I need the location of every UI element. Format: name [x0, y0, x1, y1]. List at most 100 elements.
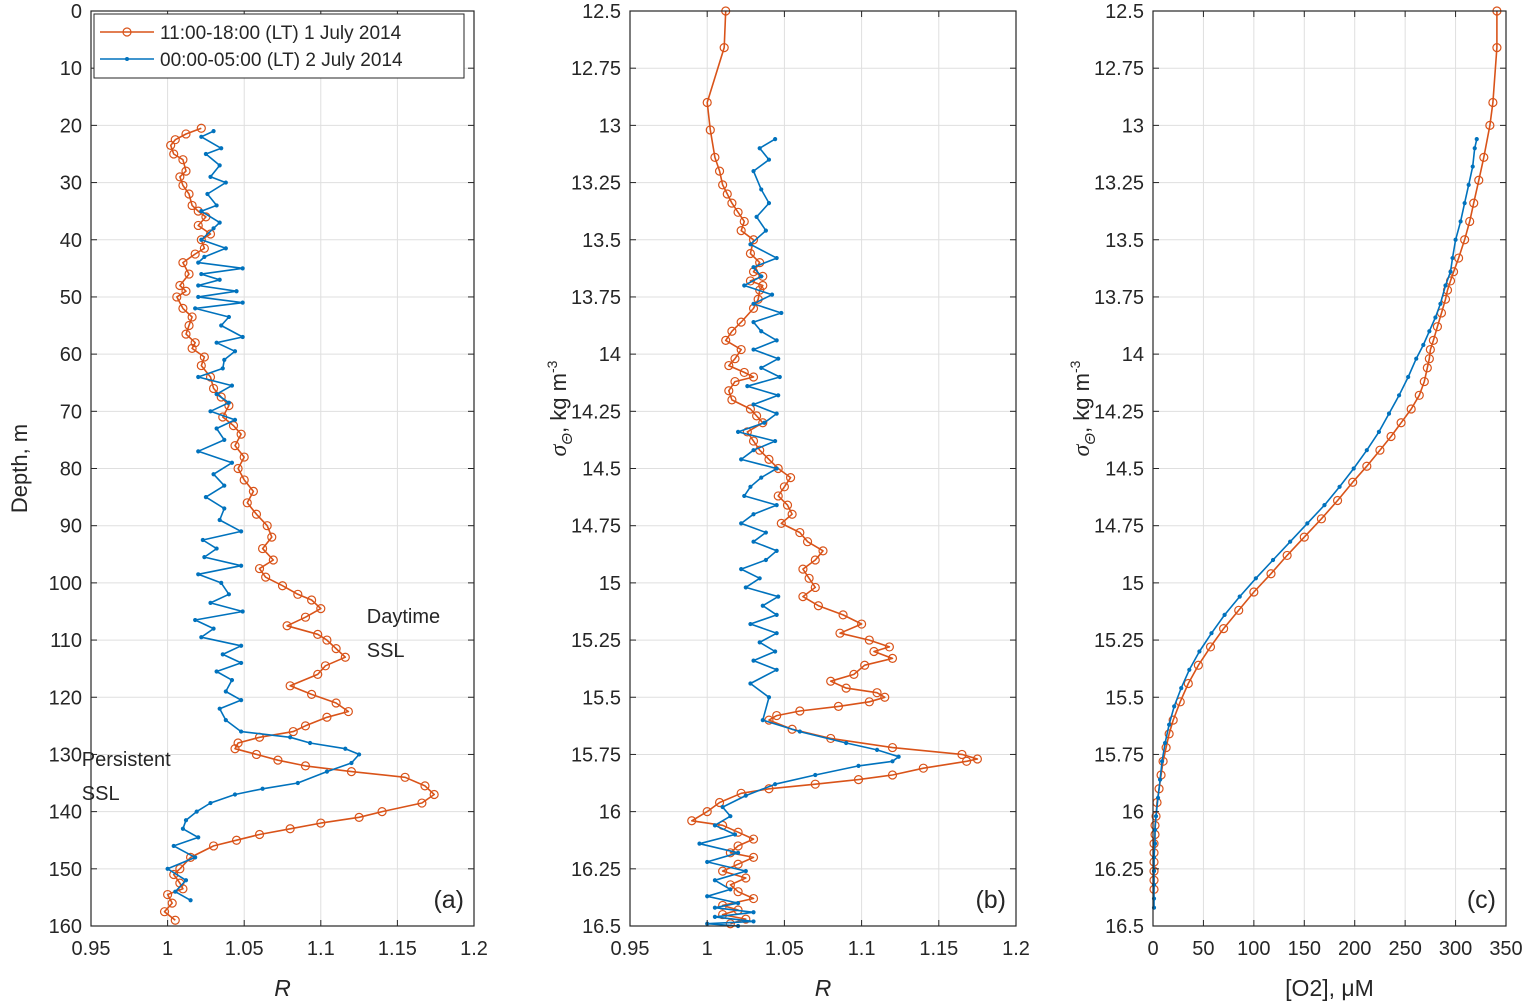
panel-c-x-tick-label: 50 [1192, 938, 1214, 960]
panel-b-point-day [748, 372, 759, 382]
panel-b-point-night [773, 782, 778, 787]
panel-b-point-night [773, 649, 778, 654]
panel-a-y-axis-label: Depth, m [7, 424, 32, 513]
panel-c-point-night [1453, 237, 1458, 242]
panel-a-point-night [214, 669, 219, 674]
panel-a-point-day [170, 135, 180, 145]
panel-b-point-day [772, 710, 782, 721]
panel-b-point-day [748, 893, 759, 904]
panel-c-point-night [1222, 612, 1227, 618]
panel-b-x-axis-label: R [815, 975, 832, 1001]
panel-b-point-night [751, 539, 756, 544]
panel-b-point-day [739, 216, 749, 227]
panel-b-point-day [972, 754, 983, 764]
panel-b-point-day [727, 326, 737, 336]
panel-a-point-day [196, 235, 206, 245]
legend-entry-label: 11:00-18:00 (LT) 1 July 2014 [160, 23, 402, 44]
panel-b-point-day [856, 619, 867, 629]
panel-a-point-day [181, 286, 191, 296]
panel-c-point-night [1376, 429, 1382, 435]
panel-c-point-night [1443, 283, 1448, 288]
panel-b-point-day [736, 344, 746, 355]
panel-b-point-night [777, 374, 782, 380]
panel-a-point-day [262, 521, 272, 531]
panel-b-point-day [719, 42, 729, 53]
panel-b-point-day [779, 482, 790, 492]
panel-c-y-tick-label: 15.75 [1094, 744, 1144, 766]
panel-a-point-day [175, 864, 185, 874]
panel-b-x-tick-label: 1.1 [848, 938, 876, 960]
panel-c-point-night [1159, 759, 1165, 764]
panel-c-point-day [1249, 587, 1259, 597]
panel-b-point-day [702, 97, 712, 108]
panel-b-point-night [774, 667, 779, 672]
panel-b-y-tick-label: 15 [599, 573, 621, 595]
panel-a-point-night [199, 635, 204, 640]
panel-c-point-night [1172, 704, 1177, 709]
panel-a-point-day [268, 555, 278, 565]
panel-c-y-tick-label: 13 [1122, 115, 1144, 137]
panel-c-point-day [1183, 678, 1193, 689]
panel-b-point-night [763, 557, 768, 563]
panel-c-panel-label: (c) [1467, 886, 1496, 914]
panel-a-point-night [219, 580, 224, 585]
panel-a-point-night [220, 652, 225, 657]
panel-a-point-night [214, 203, 219, 208]
panel-b-y-tick-label: 12.5 [582, 1, 621, 23]
panel-a-annotation: SSL [367, 640, 405, 662]
panel-b-point-night [697, 841, 702, 846]
panel-c-point-night [1448, 269, 1453, 274]
panel-b-point-night [735, 850, 741, 855]
panel-a-point-day [236, 429, 246, 439]
panel-a-point-night [205, 191, 210, 197]
panel-a-point-night [214, 340, 219, 345]
panel-b-point-night [766, 157, 772, 162]
panel-c-y-tick-label: 13.5 [1105, 230, 1144, 252]
panel-b-point-night [739, 457, 744, 462]
panel-c-y-tick-label: 14.75 [1094, 516, 1144, 538]
panel-a-y-tick-label: 70 [60, 401, 82, 423]
panel-b-point-night [759, 187, 764, 192]
panel-b-point-night [712, 823, 718, 828]
panel-a-y-tick-label: 60 [60, 344, 82, 366]
panel-a-point-day [169, 149, 179, 159]
panel-a-point-day [288, 726, 298, 737]
panel-c-point-day [1474, 175, 1484, 185]
panel-a-point-day [251, 509, 262, 519]
panel-b-point-day [725, 919, 735, 929]
panel-a-x-tick-label: 1 [162, 938, 173, 960]
panel-b-point-day [702, 807, 712, 817]
panel-a-point-day [163, 889, 173, 900]
panel-c-x-axis-label: [O2], μM [1285, 975, 1374, 1001]
panel-a-point-night [214, 546, 219, 551]
panel-b-y-tick-label: 13.5 [582, 230, 621, 252]
panel-b-point-day [764, 454, 774, 464]
panel-b-point-night [712, 905, 718, 910]
panel-a-point-day [172, 292, 182, 302]
panel-b-point-night [751, 347, 756, 352]
panel-a-point-night [196, 572, 201, 577]
panel-c-point-night [1438, 301, 1443, 306]
panel-a-point-day [277, 581, 288, 591]
panel-a-point-day [181, 166, 191, 176]
panel-a-point-day [248, 486, 258, 496]
panel-a-point-day [216, 392, 226, 402]
panel-c-point-day [1299, 532, 1309, 542]
panel-b-point-night [705, 859, 710, 865]
panel-a-point-day [208, 841, 219, 851]
panel-a-y-tick-label: 100 [49, 573, 82, 595]
panel-b-point-day [727, 198, 737, 208]
panel-b-point-night [748, 621, 753, 627]
panel-b-point-day [804, 573, 814, 583]
panel-b-point-day [730, 376, 740, 387]
panel-b-y-tick-label: 12.75 [571, 58, 621, 80]
panel-c-y-tick-label: 16.5 [1105, 916, 1144, 938]
panel-b-point-night [762, 420, 767, 425]
panel-a-point-night [199, 271, 204, 277]
panel-b-point-night [751, 658, 756, 663]
panel-a-point-day [190, 338, 200, 348]
panel-b-point-night [759, 329, 764, 334]
panel-b-y-tick-label: 15.5 [582, 687, 621, 709]
panel-c-point-night [1197, 649, 1202, 654]
